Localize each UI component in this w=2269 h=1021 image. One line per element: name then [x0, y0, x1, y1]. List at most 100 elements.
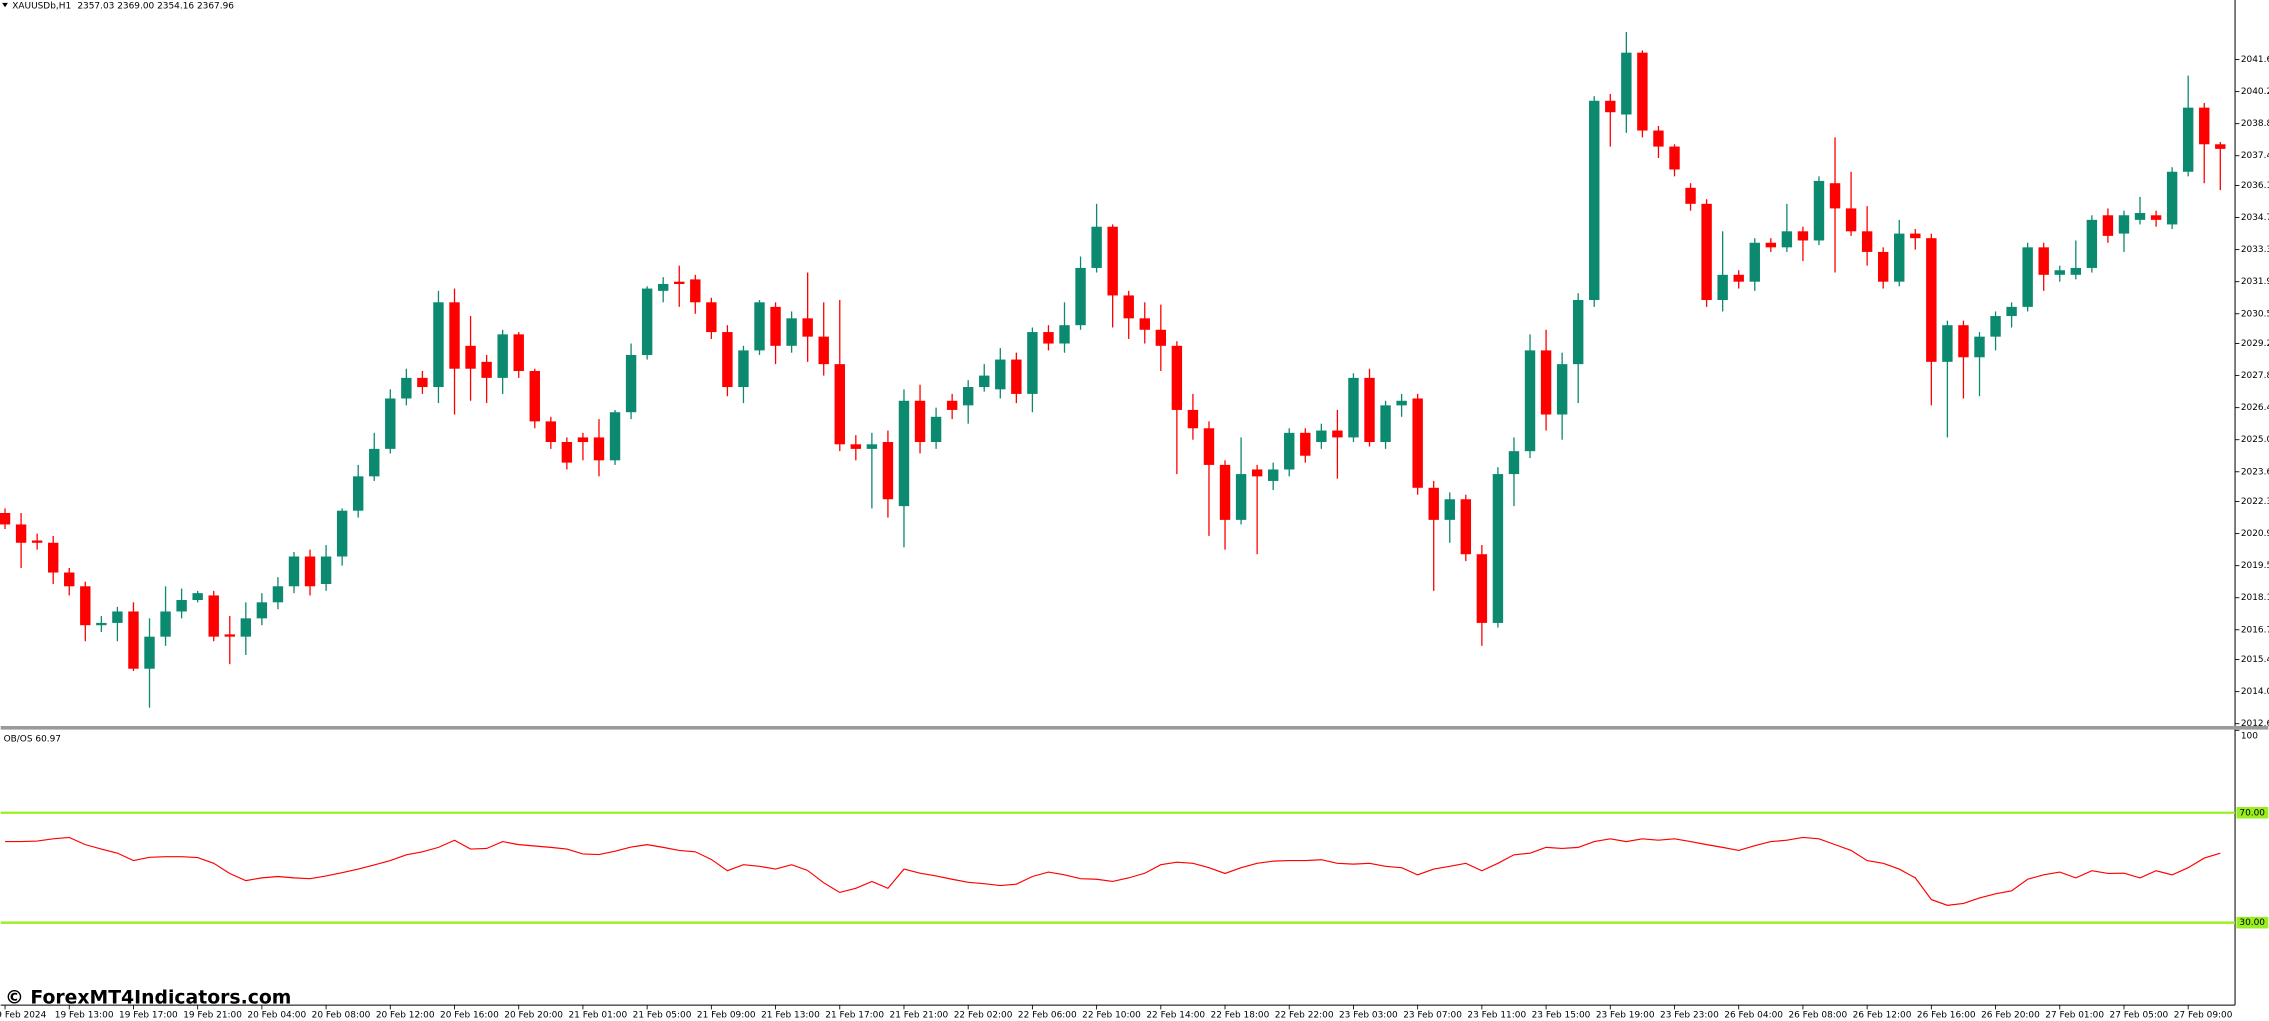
- candle-body: [336, 510, 348, 557]
- y-tick-label: 2038.8: [2241, 119, 2269, 129]
- x-tick-label: 23 Feb 23:00: [1660, 1011, 1719, 1021]
- candle-body: [2054, 270, 2065, 275]
- candle-body: [2182, 107, 2194, 172]
- candle-body: [2006, 306, 2017, 317]
- candle-body: [497, 334, 508, 378]
- candle-body: [834, 364, 845, 445]
- x-tick-label: 22 Feb 10:00: [1082, 1011, 1141, 1021]
- candle-body: [914, 400, 926, 443]
- x-tick-label: 26 Feb 04:00: [1724, 1011, 1783, 1021]
- x-tick-label: 27 Feb 05:00: [2110, 1011, 2169, 1021]
- candle-body: [1845, 208, 1857, 232]
- candle-body: [1428, 487, 1439, 520]
- candle-body: [1235, 474, 1247, 520]
- chart-title: XAUUSDb,H1: [12, 1, 71, 11]
- y-tick-label: 2012.6: [2241, 719, 2269, 729]
- candle-body: [369, 448, 380, 477]
- x-tick-label: 22 Feb 18:00: [1211, 1011, 1270, 1021]
- candle-body: [1701, 203, 1712, 301]
- candle-body: [64, 572, 75, 587]
- level-label: 70.00: [2239, 808, 2265, 818]
- candle-body: [1556, 364, 1568, 415]
- candle-body: [657, 283, 669, 291]
- candle-body: [1990, 316, 2001, 337]
- x-tick-label: 19 Feb 13:00: [55, 1011, 114, 1021]
- candle-body: [1155, 329, 1167, 346]
- indicator-title: OB/OS 60.97: [4, 734, 61, 744]
- candle-body: [2102, 215, 2114, 236]
- oscillator-line: [5, 836, 2221, 906]
- candle-body: [2070, 267, 2082, 275]
- candle-body: [529, 371, 540, 422]
- y-tick-label: 2036.1: [2241, 181, 2269, 191]
- y-tick-label: 2025.0: [2241, 435, 2269, 445]
- candle-body: [2022, 247, 2033, 307]
- x-tick-label: 20 Feb 08:00: [312, 1011, 371, 1021]
- x-tick-label: 21 Feb 17:00: [825, 1011, 884, 1021]
- candle-body: [802, 318, 813, 337]
- x-tick-label: 26 Feb 08:00: [1788, 1011, 1847, 1021]
- candle-body: [96, 622, 107, 626]
- candle-body: [1332, 430, 1343, 438]
- x-tick-label: 27 Feb 01:00: [2045, 1011, 2104, 1021]
- x-tick-label: 23 Feb 07:00: [1403, 1011, 1462, 1021]
- candle-body: [930, 416, 942, 443]
- candle-body: [192, 593, 203, 601]
- chart-subtitle: 2357.03 2369.00 2354.16 2367.96: [77, 1, 234, 11]
- x-tick-label: 21 Feb 09:00: [697, 1011, 756, 1021]
- candle-body: [1107, 226, 1118, 296]
- candle-body: [208, 595, 219, 637]
- y-tick-label: 2033.3: [2241, 245, 2269, 255]
- candle-body: [738, 350, 749, 388]
- candle-body: [1412, 398, 1423, 488]
- candle-body: [2215, 144, 2226, 149]
- candle-body: [1958, 325, 1969, 358]
- candle-body: [1621, 52, 1632, 115]
- y-tick-label: 2019.5: [2241, 561, 2269, 571]
- candle-body: [850, 444, 862, 449]
- candle-body: [577, 437, 589, 443]
- candle-body: [1492, 474, 1504, 623]
- candle-body: [2086, 219, 2098, 268]
- candle-body: [256, 602, 268, 619]
- candle-body: [160, 611, 171, 637]
- candle-body: [304, 556, 316, 587]
- x-tick-label: 21 Feb 13:00: [761, 1011, 820, 1021]
- candle-body: [1540, 350, 1552, 415]
- x-tick-label: 19 Feb 21:00: [183, 1011, 242, 1021]
- x-tick-label: 21 Feb 05:00: [633, 1011, 692, 1021]
- candle-body: [1348, 377, 1359, 438]
- y-tick-label: 2015.4: [2241, 655, 2269, 665]
- candle-body: [1364, 377, 1375, 443]
- candle-body: [144, 636, 155, 669]
- candle-body: [946, 400, 958, 410]
- candle-body: [2199, 107, 2210, 145]
- x-tick-label: 23 Feb 11:00: [1467, 1011, 1526, 1021]
- candle-body: [1813, 180, 1825, 241]
- y-tick-label: 2031.9: [2241, 277, 2269, 287]
- y-tick-label: 2040.2: [2241, 87, 2269, 97]
- candle-body: [288, 556, 300, 587]
- candle-body: [1910, 233, 1921, 239]
- y-tick-label: 2037.4: [2241, 151, 2269, 161]
- watermark: © ForexMT4Indicators.com: [5, 987, 291, 1008]
- pane-separator: [0, 725, 2269, 730]
- candle-body: [1605, 100, 1616, 113]
- candle-body: [15, 524, 27, 543]
- x-tick-label: 26 Feb 16:00: [1917, 1011, 1976, 1021]
- candle-body: [240, 618, 252, 637]
- candle-body: [1460, 499, 1472, 555]
- candle-body: [882, 442, 894, 500]
- candle-body: [641, 288, 653, 355]
- y-tick-label: 2026.4: [2241, 403, 2269, 413]
- candle-body: [979, 375, 990, 388]
- candle-body: [1476, 554, 1488, 623]
- candle-body: [674, 281, 685, 284]
- candle-body: [1781, 231, 1793, 248]
- x-tick-label: 21 Feb 01:00: [568, 1011, 627, 1021]
- x-tick-label: 20 Feb 20:00: [504, 1011, 563, 1021]
- candle-body: [352, 476, 364, 511]
- candle-body: [625, 354, 637, 413]
- candle-body: [2118, 215, 2130, 234]
- candle-body: [1524, 350, 1536, 452]
